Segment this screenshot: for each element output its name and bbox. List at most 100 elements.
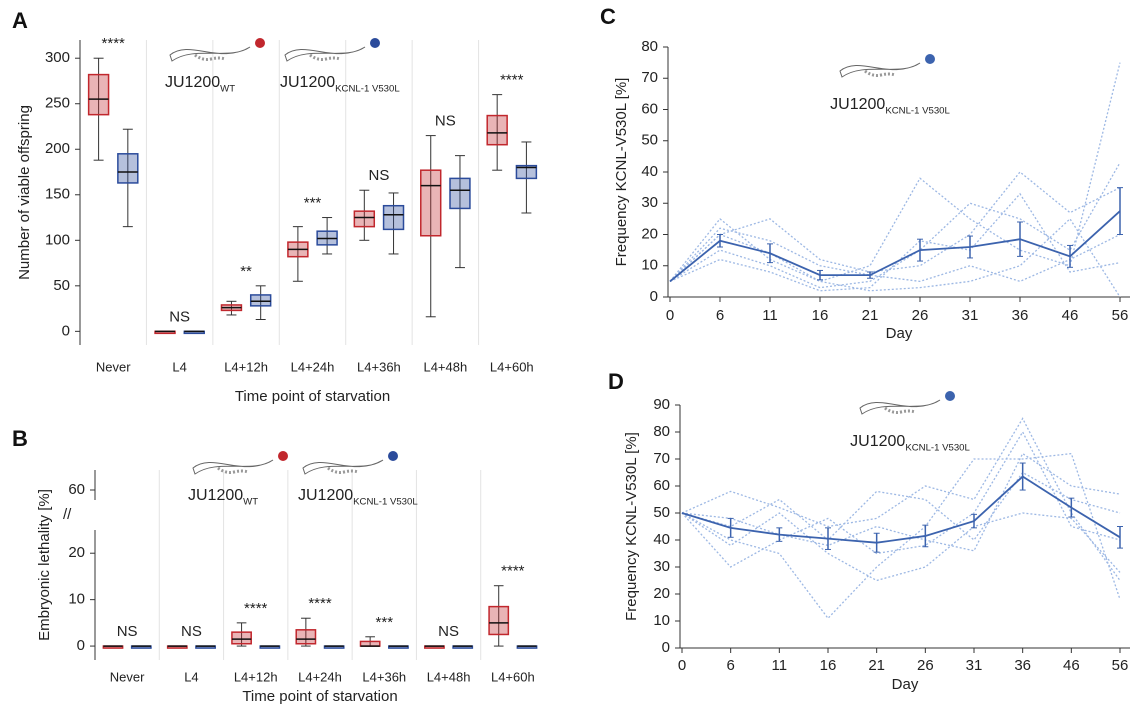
y-tick-label: 50 (653, 504, 670, 521)
replicate-line (681, 471, 1121, 541)
x-tick-label: L4+48h (427, 669, 471, 684)
mean-line (669, 210, 1121, 283)
box (87, 73, 110, 116)
x-axis-label: Time point of starvation (235, 388, 390, 405)
y-tick-label: 200 (45, 140, 70, 157)
y-tick-label: 40 (653, 531, 670, 548)
x-tick-label: Never (96, 359, 131, 374)
y-tick-label: 0 (662, 639, 670, 656)
y-axis-label: Frequency KCNL-V530L [%] (623, 432, 640, 621)
y-tick-label: 0 (62, 322, 70, 339)
replicate-line (669, 62, 1121, 283)
y-tick-label: 60 (68, 481, 85, 498)
y-tick-label: 10 (653, 612, 670, 629)
x-tick-label: L4+36h (362, 669, 406, 684)
significance: ** (240, 263, 252, 280)
legend-dot (370, 38, 380, 48)
x-tick-label: 0 (666, 307, 674, 324)
legend-label: JU1200 (188, 487, 243, 504)
replicate-line (681, 430, 1121, 568)
x-tick-label: L4+36h (357, 359, 401, 374)
significance: NS (438, 623, 459, 640)
y-axis-label: Frequency KCNL-V530L [%] (613, 78, 630, 267)
y-tick-label: 20 (68, 544, 85, 561)
y-tick-label: 300 (45, 49, 70, 66)
y-tick-label: 50 (641, 132, 658, 149)
x-tick-label: L4+24h (291, 359, 335, 374)
replicate-line (669, 192, 1121, 292)
significance: NS (435, 113, 456, 130)
panel-label: A (12, 8, 28, 33)
x-tick-label: L4+12h (234, 669, 278, 684)
y-tick-label: 150 (45, 186, 70, 203)
y-tick-label: 60 (641, 100, 658, 117)
x-tick-label: L4 (184, 669, 198, 684)
panel-label: C (600, 4, 616, 29)
x-tick-label: 21 (868, 657, 885, 674)
legend-label: JU1200 (298, 487, 353, 504)
x-tick-label: 11 (762, 307, 778, 324)
x-tick-label: L4+12h (224, 359, 268, 374)
legend-subscript: KCNL-1 V530L (353, 497, 418, 508)
legend-label: JU1200 (850, 433, 905, 450)
significance: **** (308, 595, 332, 612)
legend-dot (925, 54, 935, 64)
y-axis-label: Number of viable offspring (16, 105, 33, 280)
significance: NS (369, 167, 390, 184)
x-tick-label: 46 (1062, 307, 1079, 324)
worm-icon (839, 62, 921, 78)
x-tick-label: 16 (820, 657, 837, 674)
replicate-line (669, 162, 1121, 289)
y-tick-label: 70 (641, 69, 658, 86)
y-tick-label: 0 (650, 288, 658, 305)
worm-icon (192, 459, 274, 475)
y-tick-label: 10 (641, 257, 658, 274)
legend-subscript: KCNL-1 V530L (335, 84, 400, 95)
worm-icon (169, 46, 251, 62)
y-tick-label: 20 (641, 225, 658, 242)
worm-icon (302, 459, 384, 475)
box (117, 153, 139, 184)
box (231, 631, 252, 645)
y-tick-label: 30 (653, 558, 670, 575)
worm-eggs (217, 466, 249, 474)
x-tick-label: 6 (716, 307, 724, 324)
x-tick-label: 26 (917, 657, 934, 674)
box (249, 294, 272, 307)
worm-eggs (327, 466, 359, 474)
axis-break: // (63, 506, 72, 523)
y-tick-label: 80 (653, 423, 670, 440)
legend-dot (388, 451, 398, 461)
x-tick-label: 46 (1063, 657, 1080, 674)
box (488, 605, 510, 636)
legend-subscript: KCNL-1 V530L (905, 443, 970, 454)
x-tick-label: L4 (172, 359, 186, 374)
legend-dot (945, 391, 955, 401)
x-tick-label: 56 (1112, 657, 1129, 674)
legend-subscript: WT (220, 84, 235, 95)
significance: *** (376, 614, 394, 631)
y-tick-label: 250 (45, 95, 70, 112)
panel-label: B (12, 426, 28, 451)
x-tick-label: 26 (912, 307, 929, 324)
box (382, 204, 405, 231)
significance: *** (304, 195, 322, 212)
box (449, 177, 471, 210)
replicate-line (669, 227, 1121, 283)
y-tick-label: 60 (653, 477, 670, 494)
significance: **** (500, 72, 524, 89)
box (515, 164, 538, 180)
y-tick-label: 30 (641, 194, 658, 211)
y-tick-label: 20 (653, 585, 670, 602)
panel-label: D (608, 369, 624, 394)
x-tick-label: L4+48h (423, 359, 467, 374)
x-tick-label: 56 (1112, 307, 1129, 324)
y-tick-label: 0 (77, 637, 85, 654)
replicate-line (681, 512, 1121, 582)
x-tick-label: L4+60h (491, 669, 535, 684)
worm-eggs (309, 53, 341, 61)
legend-label: JU1200 (830, 96, 885, 113)
significance: NS (117, 623, 138, 640)
y-tick-label: 70 (653, 450, 670, 467)
